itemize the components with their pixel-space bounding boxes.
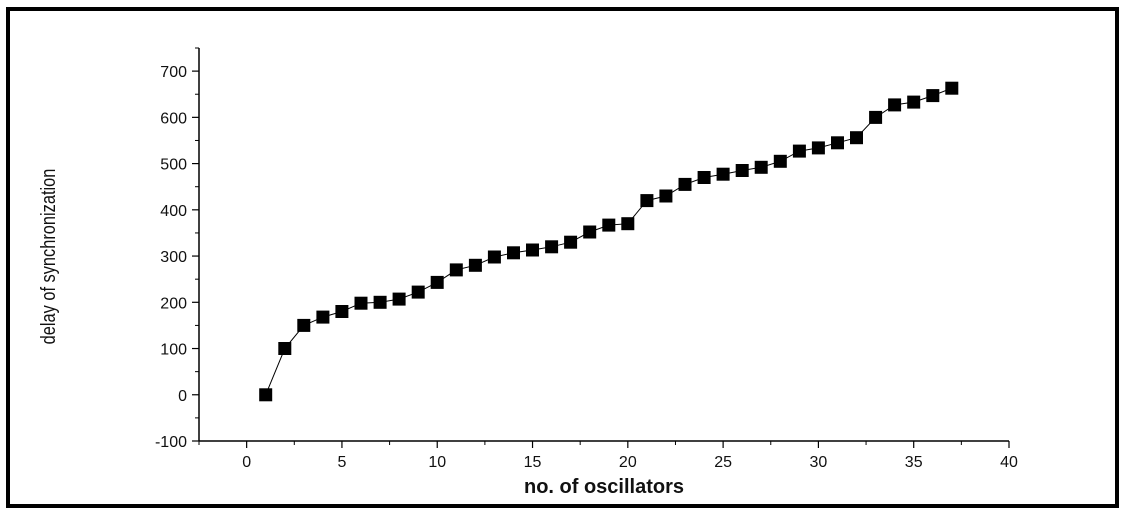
data-point [335,305,349,318]
y-tick-label: 500 [160,157,187,174]
data-point [850,131,863,145]
data-point [888,98,902,112]
data-point [754,160,768,174]
chart-frame: 0 5 10 15 20 25 30 35 40 -100 0 100 200 300 400 500 600 7… [6,7,1119,508]
data-point [583,225,597,239]
line-layer [265,87,952,395]
x-tick-label: 5 [337,454,346,471]
data-point [869,110,883,124]
y-axis-title: delay of synchronization [36,169,59,345]
data-point [468,258,482,272]
data-point [735,164,749,177]
data-point [678,177,692,191]
y-tick-label: 0 [178,388,187,405]
data-line [265,87,952,395]
x-tick-label: 35 [905,454,923,471]
data-point [354,296,368,310]
data-point [507,246,520,260]
x-tick-label: 30 [810,454,828,471]
x-tick-label: 40 [1000,454,1018,471]
data-point [773,154,787,168]
x-tick-label: 0 [242,454,251,471]
y-tick-label: 300 [160,249,187,266]
data-point [659,189,673,203]
x-tick-label: 10 [428,454,446,471]
data-point [945,81,959,95]
data-point [449,263,463,277]
data-point [907,95,921,109]
data-point [697,171,711,184]
x-axis-title: no. of oscillators [524,476,684,498]
data-point [602,218,616,232]
data-point [811,141,825,155]
data-point [640,194,654,208]
data-point [716,167,730,181]
data-point [411,285,425,299]
data-point [831,136,844,150]
data-point [792,144,806,158]
data-point [259,388,273,402]
y-tick-label: 600 [160,110,187,127]
x-tick-label: 15 [524,454,542,471]
y-tick-label: 700 [160,64,187,81]
x-tick-label: 25 [714,454,732,471]
data-point [926,89,940,103]
chart-svg: 0 5 10 15 20 25 30 35 40 -100 0 100 200 300 400 500 600 7… [36,47,1018,498]
y-tick-label: 200 [160,295,187,312]
axes-layer: 0 5 10 15 20 25 30 35 40 -100 0 100 200 300 400 500 600 7… [155,47,1018,471]
data-point [297,318,311,332]
data-point [545,240,559,254]
x-tick-label: 20 [619,454,637,471]
y-tick-label: 100 [160,342,187,359]
data-point [526,243,539,257]
data-point [564,235,578,249]
y-tick-label: 400 [160,203,187,220]
data-point [278,342,292,355]
y-tick-label: -100 [155,434,187,451]
data-point [392,292,406,306]
data-point [316,310,330,324]
data-point [430,275,444,289]
data-point [621,217,635,231]
marker-layer [259,81,959,402]
data-point [487,250,501,264]
data-point [373,295,387,309]
